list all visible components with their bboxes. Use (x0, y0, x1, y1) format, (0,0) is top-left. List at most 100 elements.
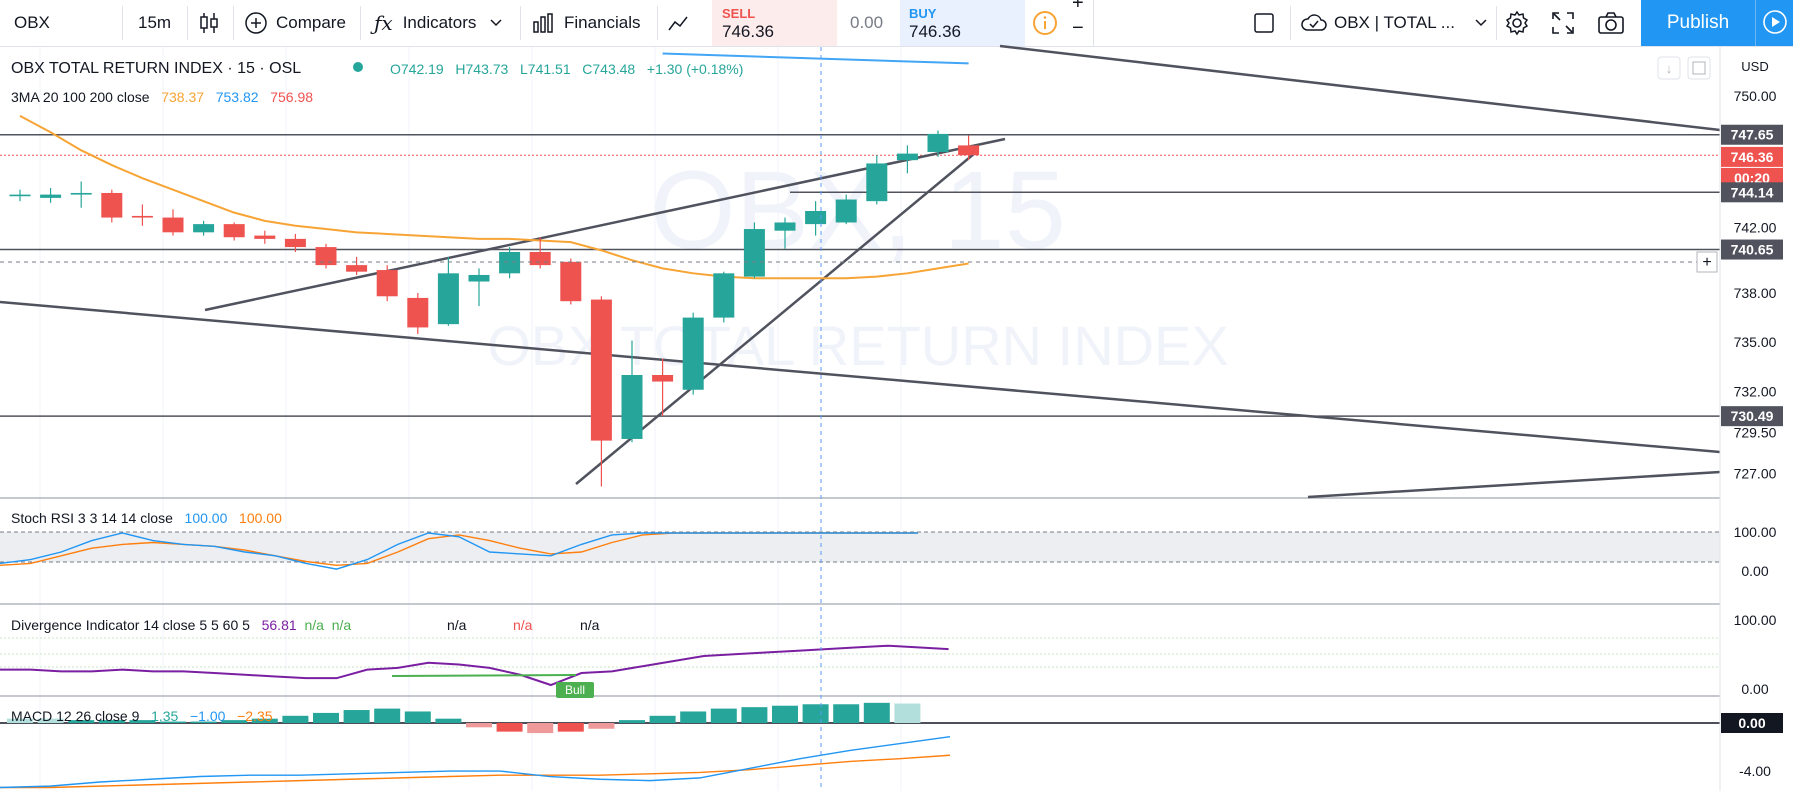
candle (437, 256, 459, 326)
minus-icon: − (1072, 16, 1084, 39)
ma-label: 3MA 20 100 200 close (11, 89, 150, 105)
candle (70, 181, 92, 208)
stoch-legend[interactable]: Stoch RSI 3 3 14 14 close 100.00 100.00 (11, 510, 282, 526)
ma-legend[interactable]: 3MA 20 100 200 close 738.37 753.82 756.9… (11, 89, 313, 105)
macd-bar (894, 703, 921, 723)
marker-744-text: 744.14 (1731, 184, 1774, 200)
stoch-band (0, 532, 1720, 562)
interval-button[interactable]: 15m (138, 0, 171, 46)
sell-button[interactable]: SELL 746.36 (712, 0, 837, 46)
symbol-search[interactable]: OBX (14, 0, 50, 46)
market-status-dot (353, 62, 363, 72)
bar-style-button[interactable] (198, 0, 220, 46)
candle (315, 243, 337, 269)
snapshot-button[interactable] (1597, 0, 1625, 46)
candle-body (70, 192, 92, 195)
ohlc-legend: O742.19 H743.73 L741.51 C743.48 +1.30 (+… (390, 61, 743, 77)
settings-button[interactable] (1504, 0, 1530, 46)
qty-plus[interactable]: + (1072, 0, 1084, 16)
candle (9, 189, 31, 202)
marker-747: 747.65 (1721, 124, 1783, 145)
macd-bar (863, 702, 890, 723)
candle-body (835, 199, 857, 223)
sell-label: SELL (722, 6, 756, 21)
candle-body (743, 229, 765, 277)
macd-legend[interactable]: MACD 12 26 close 9 1.35 −1.00 −2.35 (11, 708, 273, 724)
macd-bar (37, 718, 64, 723)
candle-body (9, 194, 31, 197)
candle-body (805, 211, 827, 225)
select-button[interactable] (1253, 0, 1275, 46)
bottom-right-line[interactable] (1307, 470, 1721, 499)
candle-body (40, 194, 62, 198)
candle-body (468, 274, 490, 282)
marker-macd-zero: 0.00 (1721, 713, 1783, 733)
macd-bar (802, 704, 829, 723)
macd-bar (649, 715, 676, 723)
close-value: C743.48 (582, 61, 636, 77)
watermark-symbol: OBX, 15 (650, 149, 1066, 272)
macd-bar (374, 708, 401, 723)
indicators-button[interactable]: ƒx Indicators (374, 0, 502, 46)
macd-bar (282, 715, 309, 723)
bar-chart-icon (532, 13, 554, 33)
marker-last-price-bg (1721, 146, 1783, 167)
marker-744-bg (1721, 182, 1783, 203)
candle (866, 155, 888, 205)
channel-lower-line[interactable] (0, 300, 1721, 454)
scroll-down-button[interactable] (1657, 56, 1681, 80)
macd-bar (98, 720, 125, 723)
candle-body (621, 375, 643, 439)
symbol-name[interactable]: OBX (14, 13, 50, 32)
templates-button[interactable] (668, 0, 692, 46)
channel-upper-line[interactable] (999, 44, 1721, 132)
candle-body (927, 133, 949, 152)
layout-button[interactable]: OBX | TOTAL ... (1300, 0, 1487, 46)
publish-button[interactable]: Publish (1641, 0, 1755, 46)
qty-minus[interactable]: − (1072, 15, 1084, 41)
ma100-value: 753.82 (215, 89, 259, 105)
spread-value: 0.00 (850, 13, 884, 32)
stoch-tick: 100.00 (1734, 524, 1777, 540)
candle (805, 201, 827, 236)
financials-label: Financials (564, 13, 641, 32)
buy-button[interactable]: BUY 746.36 (900, 0, 1025, 46)
marker-740-text: 740.65 (1731, 242, 1774, 258)
candle (468, 268, 490, 307)
macd-bar (190, 721, 217, 723)
divergence-legend[interactable]: Divergence Indicator 14 close 5 5 60 5 5… (11, 617, 351, 633)
info-icon (1032, 10, 1058, 36)
candle-body (774, 222, 796, 231)
marker-last-price-text: 746.36 (1731, 149, 1774, 165)
macd-bar (404, 711, 431, 723)
publish-dropdown-button[interactable] (1755, 0, 1793, 46)
reset-scale-button[interactable] (1687, 56, 1711, 80)
candle-body (713, 273, 735, 318)
marker-740-bg (1721, 239, 1783, 260)
info-button[interactable] (1032, 0, 1058, 46)
marker-last-price: 746.36 (1721, 146, 1783, 167)
candle (652, 358, 674, 416)
financials-button[interactable]: Financials (532, 0, 641, 46)
macd-tick: -4.00 (1739, 763, 1771, 779)
candle (193, 220, 215, 236)
divergence-label: Divergence Indicator 14 close 5 5 60 5 (11, 617, 250, 633)
na-bull: n/a (304, 617, 324, 633)
macd-bar (741, 707, 768, 723)
compare-button[interactable]: Compare (244, 0, 346, 46)
currency-label: USD (1741, 59, 1768, 74)
candle-body (560, 261, 582, 302)
macd-bar (129, 720, 156, 723)
crosshair-add-button[interactable] (1696, 251, 1718, 273)
play-circle-icon (1762, 9, 1788, 35)
macd-bar (588, 723, 615, 729)
macd-bar (772, 705, 798, 723)
fullscreen-button[interactable] (1551, 0, 1575, 46)
marker-730-bg (1721, 406, 1783, 427)
macd-bar (833, 704, 860, 723)
pane-buttons[interactable]: ↓ (1657, 56, 1711, 80)
candle-body (346, 265, 368, 272)
candle-body (529, 252, 551, 266)
chevron-down-icon (490, 19, 502, 27)
